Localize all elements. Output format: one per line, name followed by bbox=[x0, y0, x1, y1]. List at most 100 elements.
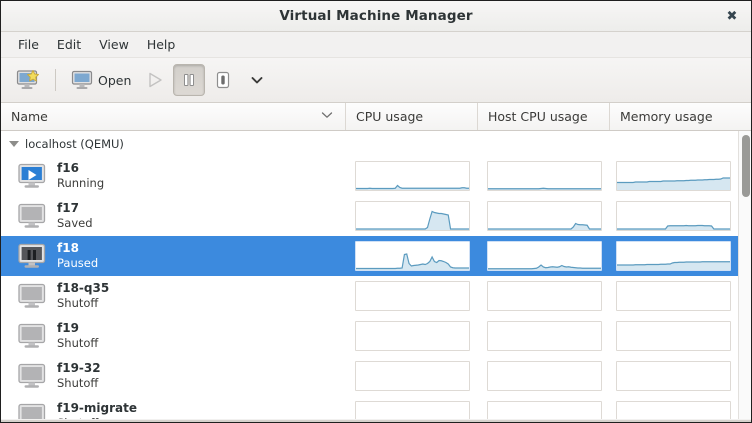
menu-item-view[interactable]: View bbox=[99, 37, 129, 52]
title-bar: Virtual Machine Manager ✖ bbox=[1, 1, 751, 32]
menu-item-file[interactable]: File bbox=[18, 37, 39, 52]
menu-item-edit[interactable]: Edit bbox=[56, 37, 82, 52]
vm-text-block: f19-migrateShutoff bbox=[57, 400, 137, 419]
vm-row[interactable]: f16 Running bbox=[1, 156, 740, 196]
usage-sparkline bbox=[354, 201, 470, 231]
cpu-usage-cell bbox=[346, 196, 478, 236]
usage-sparkline bbox=[486, 321, 602, 351]
monitor-paused-icon bbox=[17, 243, 47, 269]
window-title: Virtual Machine Manager bbox=[279, 8, 473, 24]
vm-state-label: Running bbox=[57, 175, 105, 190]
vm-text-block: f17 Saved bbox=[57, 200, 93, 230]
usage-sparkline bbox=[486, 401, 602, 419]
sort-chevron-down-icon bbox=[321, 111, 333, 122]
host-cpu-usage-cell bbox=[478, 356, 610, 396]
monitor-icon bbox=[71, 70, 93, 89]
vm-row[interactable]: f18 Paused bbox=[1, 236, 740, 276]
host-cpu-usage-cell bbox=[478, 396, 610, 419]
monitor-off-icon bbox=[17, 323, 47, 349]
usage-sparkline bbox=[354, 281, 470, 311]
vm-name-cell[interactable]: f18-q35 Shutoff bbox=[1, 276, 346, 316]
usage-sparkline bbox=[615, 401, 731, 419]
new-virtual-machine-icon bbox=[16, 70, 39, 89]
vm-text-block: f19 Shutoff bbox=[57, 321, 98, 350]
toolbar-menu-button[interactable] bbox=[241, 64, 273, 96]
toolbar: Open bbox=[1, 58, 751, 103]
monitor-off-icon bbox=[17, 363, 47, 389]
open-button-label: Open bbox=[98, 72, 132, 88]
pause-icon bbox=[184, 74, 195, 86]
vm-name-cell[interactable]: f17 Saved bbox=[1, 196, 346, 236]
vm-name-cell[interactable]: f16 Running bbox=[1, 156, 346, 196]
new-virtual-machine-button[interactable] bbox=[10, 64, 46, 96]
vm-row[interactable]: f19-32 Shutoff bbox=[1, 356, 740, 396]
vm-list-area: localhost (QEMU) f16 Running f17 Saved f18 Pa… bbox=[1, 131, 751, 419]
column-headers: Name CPU usage Host CPU usage Memory usa… bbox=[1, 103, 751, 131]
usage-sparkline bbox=[486, 201, 602, 231]
vm-row[interactable]: f18-q35 Shutoff bbox=[1, 276, 740, 316]
vm-name-label: f18 bbox=[57, 240, 79, 255]
usage-sparkline bbox=[354, 321, 470, 351]
vm-state-label: Shutoff bbox=[57, 375, 99, 390]
open-button[interactable]: Open bbox=[65, 64, 137, 96]
host-cpu-usage-cell bbox=[478, 156, 610, 196]
vm-name-label: f18-q35 bbox=[57, 280, 110, 295]
memory-usage-cell bbox=[610, 316, 736, 356]
vm-row[interactable]: f19-migrateShutoff bbox=[1, 396, 740, 419]
vm-row[interactable]: f17 Saved bbox=[1, 196, 740, 236]
usage-sparkline bbox=[354, 241, 470, 271]
vm-text-block: f16 Running bbox=[57, 160, 105, 190]
cpu-usage-cell bbox=[346, 396, 478, 419]
vm-name-cell[interactable]: f19-migrateShutoff bbox=[1, 396, 346, 419]
column-header-host-cpu-usage[interactable]: Host CPU usage bbox=[478, 103, 610, 130]
vm-name-cell[interactable]: f19-32 Shutoff bbox=[1, 356, 346, 396]
memory-usage-cell bbox=[610, 356, 736, 396]
usage-sparkline bbox=[615, 281, 731, 311]
vm-name-cell[interactable]: f18 Paused bbox=[1, 236, 346, 276]
usage-sparkline bbox=[486, 361, 602, 391]
usage-sparkline bbox=[354, 401, 470, 419]
pause-button[interactable] bbox=[173, 64, 206, 96]
host-cpu-usage-cell bbox=[478, 276, 610, 316]
scrollbar-thumb[interactable] bbox=[741, 135, 750, 197]
column-header-name[interactable]: Name bbox=[1, 103, 346, 130]
usage-sparkline bbox=[354, 361, 470, 391]
connection-label: localhost (QEMU) bbox=[25, 136, 124, 151]
run-button[interactable] bbox=[139, 64, 171, 96]
vm-row[interactable]: f19 Shutoff bbox=[1, 316, 740, 356]
usage-sparkline bbox=[486, 281, 602, 311]
vm-name-label: f19-migrate bbox=[57, 400, 137, 415]
triangle-down-icon[interactable] bbox=[9, 140, 19, 147]
usage-sparkline bbox=[486, 241, 602, 271]
vm-list: localhost (QEMU) f16 Running f17 Saved f18 Pa… bbox=[1, 131, 740, 419]
vm-name-label: f16 bbox=[57, 160, 79, 175]
vm-name-label: f19-32 bbox=[57, 360, 101, 375]
vm-name-label: f17 bbox=[57, 200, 79, 215]
cpu-usage-cell bbox=[346, 316, 478, 356]
play-icon bbox=[149, 72, 163, 88]
memory-usage-cell bbox=[610, 236, 736, 276]
cpu-usage-cell bbox=[346, 276, 478, 316]
vm-name-cell[interactable]: f19 Shutoff bbox=[1, 316, 346, 356]
column-header-cpu-usage[interactable]: CPU usage bbox=[346, 103, 478, 130]
menu-bar: File Edit View Help bbox=[1, 32, 751, 58]
monitor-off-icon bbox=[17, 283, 47, 309]
memory-usage-cell bbox=[610, 276, 736, 316]
vertical-scrollbar[interactable] bbox=[738, 131, 751, 419]
cpu-usage-cell bbox=[346, 236, 478, 276]
usage-sparkline bbox=[615, 201, 731, 231]
shutdown-button[interactable] bbox=[207, 64, 239, 96]
menu-item-help[interactable]: Help bbox=[146, 37, 176, 52]
host-cpu-usage-cell bbox=[478, 236, 610, 276]
column-header-name-label: Name bbox=[11, 109, 48, 124]
close-icon[interactable]: ✖ bbox=[726, 8, 738, 24]
vm-state-label: Shutoff bbox=[57, 416, 137, 419]
host-cpu-usage-cell bbox=[478, 196, 610, 236]
vm-state-label: Shutoff bbox=[57, 295, 99, 310]
connection-row-localhost[interactable]: localhost (QEMU) bbox=[1, 131, 740, 156]
vm-text-block: f18 Paused bbox=[57, 240, 98, 270]
chevron-down-icon bbox=[251, 77, 263, 84]
memory-usage-cell bbox=[610, 396, 736, 419]
usage-sparkline bbox=[615, 361, 731, 391]
column-header-memory-usage[interactable]: Memory usage bbox=[620, 109, 713, 124]
